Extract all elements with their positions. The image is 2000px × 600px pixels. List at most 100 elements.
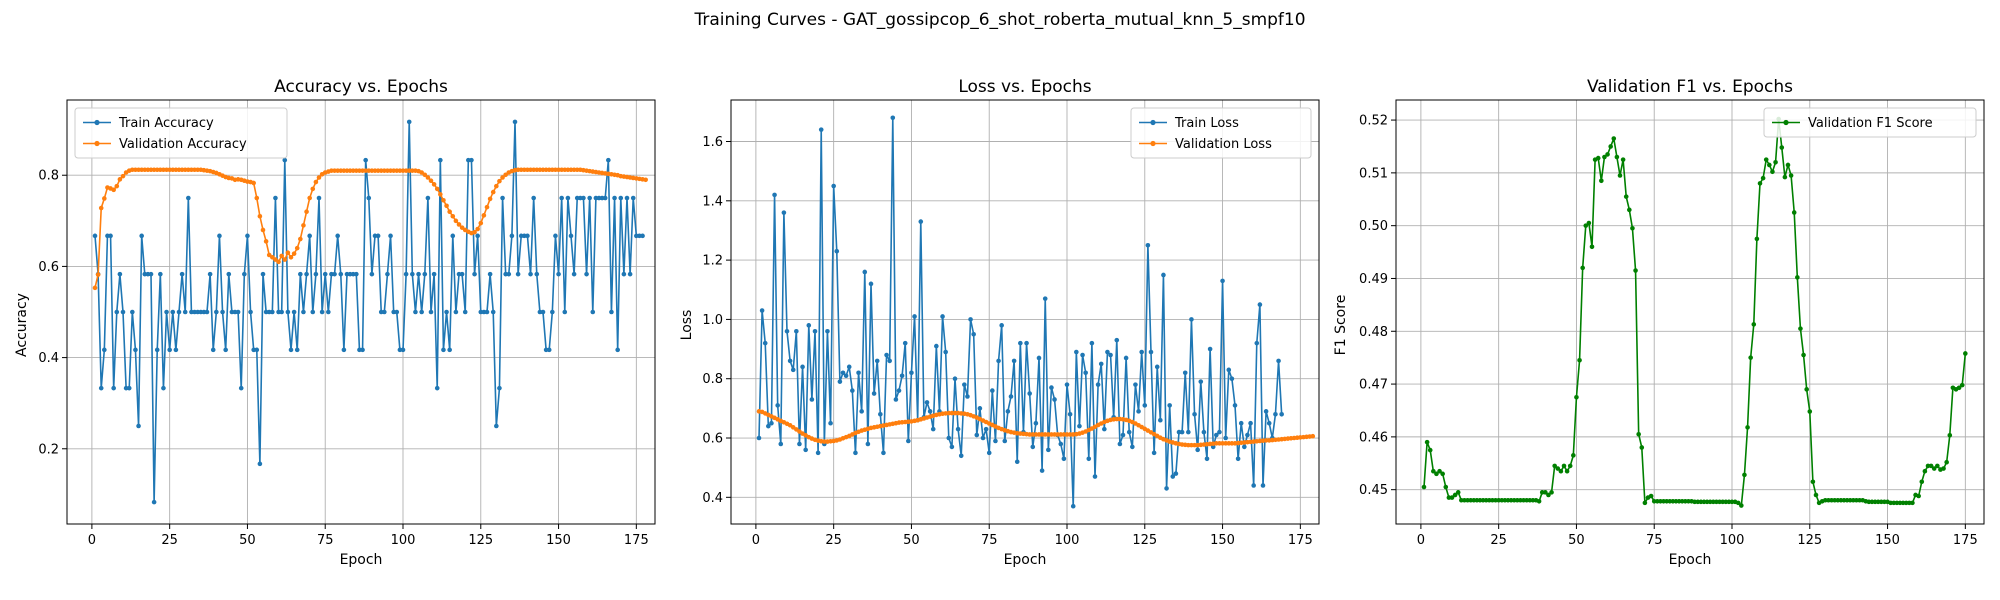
accuracy-data-point <box>204 309 210 315</box>
loss-data-point <box>893 397 899 402</box>
f1-data-point <box>1611 136 1617 141</box>
loss-data-point <box>1136 409 1141 414</box>
loss-xtick-label: 75 <box>981 533 998 548</box>
loss-data-point <box>809 397 815 402</box>
accuracy-data-point <box>108 233 113 239</box>
accuracy-data-point <box>475 226 480 232</box>
loss-legend-marker <box>1150 140 1156 147</box>
accuracy-data-point <box>500 195 505 201</box>
f1-data-point <box>1437 468 1442 474</box>
loss-data-point <box>887 358 892 364</box>
accuracy-data-point <box>164 309 169 315</box>
accuracy-chart-xlabel: Epoch <box>340 552 383 568</box>
loss-data-point <box>1151 450 1157 456</box>
loss-data-point <box>1248 420 1253 426</box>
accuracy-data-point <box>257 213 263 219</box>
accuracy-data-point <box>139 233 144 239</box>
f1-data-point <box>1944 459 1949 465</box>
accuracy-data-point <box>102 196 107 201</box>
accuracy-data-point <box>95 272 101 277</box>
f1-data-point <box>1910 500 1915 506</box>
f1-data-point <box>1574 394 1579 400</box>
f1-data-point <box>1931 466 1937 471</box>
loss-data-point <box>1070 503 1076 509</box>
accuracy-data-point <box>534 271 540 277</box>
accuracy-data-point <box>497 178 502 184</box>
accuracy-data-point <box>322 271 328 277</box>
accuracy-data-point <box>490 189 496 195</box>
loss-legend: Train Loss Validation Loss <box>1130 107 1312 159</box>
loss-data-point <box>996 358 1001 364</box>
loss-data-point <box>775 403 780 408</box>
loss-data-point <box>1226 367 1232 373</box>
loss-data-point <box>909 370 914 376</box>
accuracy-data-point <box>294 245 300 251</box>
accuracy-data-point <box>556 271 561 277</box>
accuracy-data-point <box>469 157 474 163</box>
loss-data-point <box>818 127 824 132</box>
accuracy-data-point <box>478 220 484 226</box>
accuracy-data-point <box>282 257 288 262</box>
loss-data-point <box>927 409 933 414</box>
loss-data-point <box>1018 340 1023 346</box>
f1-data-point <box>1595 155 1601 161</box>
loss-data-point <box>806 323 812 328</box>
loss-data-point <box>930 426 936 432</box>
accuracy-data-point <box>438 157 443 163</box>
loss-xtick-label: 100 <box>1055 533 1080 548</box>
accuracy-data-point <box>291 251 297 256</box>
accuracy-data-point <box>369 271 375 277</box>
accuracy-data-point <box>484 309 490 315</box>
accuracy-data-point <box>494 423 499 429</box>
f1-legend-label: Validation F1 Score <box>1808 116 1933 131</box>
f1-data-point <box>1589 244 1595 250</box>
f1-data-point <box>1795 275 1800 280</box>
accuracy-data-point <box>316 195 322 201</box>
accuracy-data-point <box>447 209 452 214</box>
accuracy-legend-marker <box>94 140 100 147</box>
f1-data-point <box>1620 157 1626 162</box>
loss-data-point <box>1158 417 1163 423</box>
loss-data-point <box>1242 444 1247 450</box>
accuracy-legend-marker <box>94 119 100 126</box>
f1-data-point <box>1947 432 1953 438</box>
loss-xtick-label: 0 <box>752 533 760 548</box>
loss-data-point <box>762 340 768 346</box>
loss-data-point <box>787 358 793 364</box>
loss-data-point <box>1130 444 1135 450</box>
f1-xtick-label: 100 <box>1720 533 1745 548</box>
accuracy-data-point <box>263 239 269 244</box>
loss-data-point <box>1154 364 1160 370</box>
loss-data-point <box>878 411 883 417</box>
f1-data-point <box>1935 463 1940 469</box>
accuracy-data-point <box>126 385 132 391</box>
loss-data-point <box>993 438 998 444</box>
f1-data-point <box>1608 144 1613 149</box>
loss-data-point <box>871 391 877 396</box>
f1-data-point <box>1633 268 1638 273</box>
f1-data-point <box>1956 385 1962 391</box>
f1-ytick-label: 0.45 <box>1359 483 1388 498</box>
accuracy-data-point <box>354 271 359 277</box>
accuracy-data-point <box>406 119 412 125</box>
f1-data-point <box>1449 495 1455 500</box>
accuracy-data-point <box>531 195 536 201</box>
loss-data-point <box>990 388 995 393</box>
accuracy-data-point <box>425 175 431 180</box>
accuracy-data-point <box>148 271 154 277</box>
loss-xtick-label: 175 <box>1288 533 1313 548</box>
accuracy-data-point <box>92 233 98 239</box>
f1-data-point <box>1639 445 1645 450</box>
loss-data-point <box>856 370 861 376</box>
accuracy-data-point <box>114 309 120 315</box>
loss-data-point <box>862 269 868 275</box>
loss-data-point <box>912 314 917 319</box>
loss-data-point <box>868 281 874 287</box>
accuracy-data-point <box>313 179 319 185</box>
accuracy-data-point <box>120 309 126 315</box>
accuracy-data-point <box>581 195 586 201</box>
loss-legend-box <box>1130 107 1312 159</box>
loss-data-point <box>1238 420 1244 426</box>
accuracy-data-point <box>431 271 437 277</box>
f1-data-point <box>1636 431 1641 437</box>
